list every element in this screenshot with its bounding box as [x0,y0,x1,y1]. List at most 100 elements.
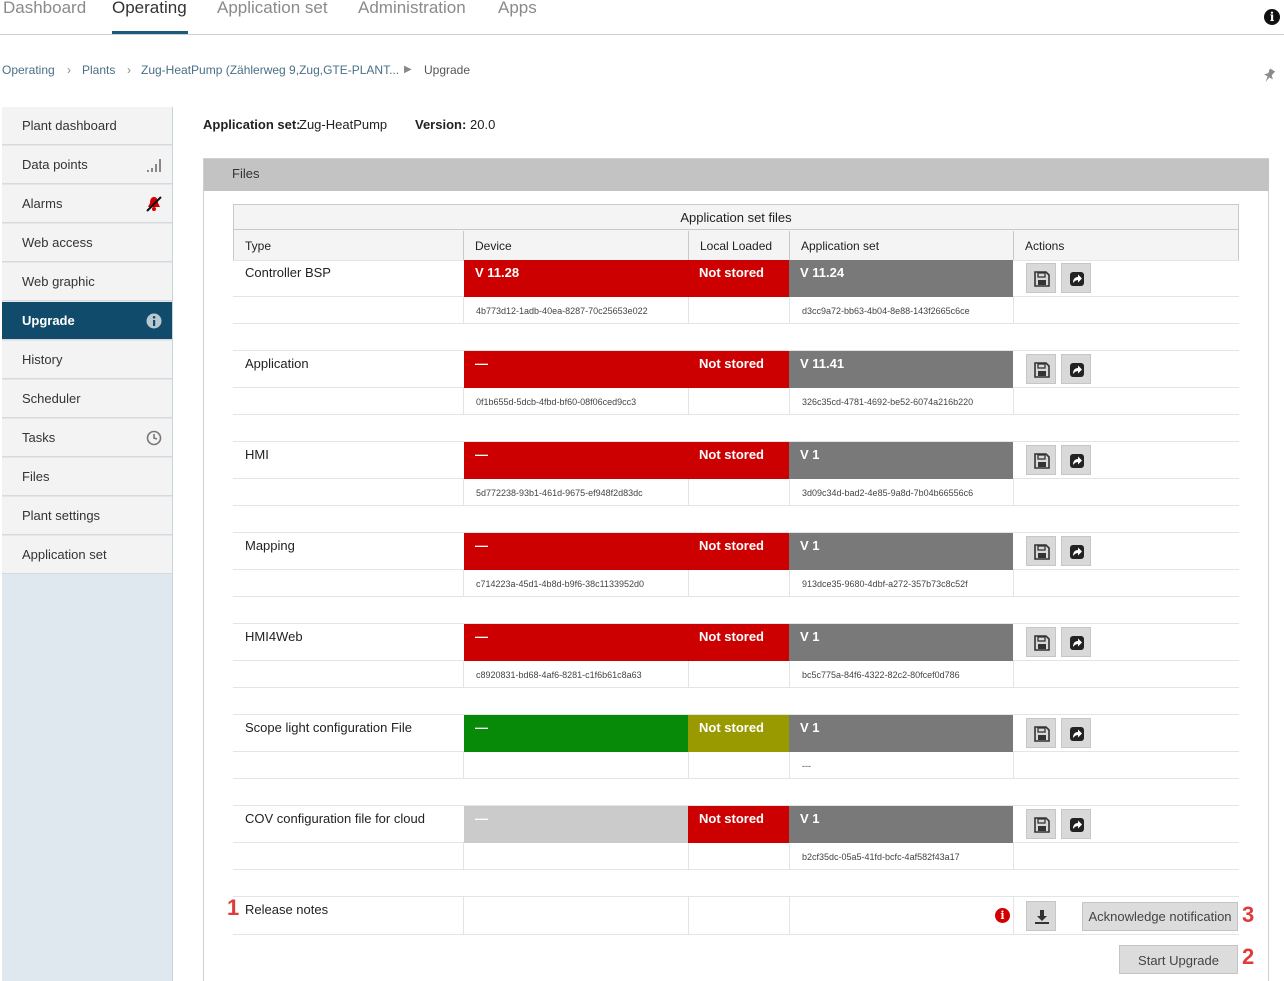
sidebar-item-files[interactable]: Files [2,458,172,496]
sidebar-item-label: Alarms [22,196,63,211]
save-file-button[interactable] [1026,718,1056,748]
device-file-id: c714223a-45d1-4b8d-b9f6-38c1133952d0 [476,579,644,589]
save-file-button[interactable] [1026,627,1056,657]
row-divider [233,414,1239,415]
sidebar-item-alarms[interactable]: Alarms [2,185,172,223]
column-divider [688,479,689,505]
sidebar-item-label: Web access [22,235,93,250]
column-divider [1013,752,1014,778]
breadcrumb-separator-icon: › [127,63,131,77]
column-divider [789,479,790,505]
row-divider [233,350,1239,351]
column-divider [688,752,689,778]
file-type-label: HMI4Web [245,629,303,644]
download-release-notes-button[interactable] [1026,901,1056,931]
sidebar-item-label: Files [22,469,50,484]
file-type-label: COV configuration file for cloud [245,811,425,826]
file-type-label: Mapping [245,538,295,553]
files-panel: Files [203,158,1269,981]
column-header-type: Type [234,231,464,261]
sidebar-item-plant-dashboard[interactable]: Plant dashboard [2,107,172,145]
sidebar-item-application-set[interactable]: Application set [2,536,172,574]
tab-application-set[interactable]: Application set [217,0,328,17]
info-icon [146,313,162,329]
transfer-file-button[interactable] [1061,718,1091,748]
save-icon [1034,544,1050,560]
application-set-files-table-header: Application set files Type Device Local … [233,204,1239,261]
start-upgrade-button[interactable]: Start Upgrade [1119,945,1238,974]
row-divider [233,805,1239,806]
file-type-label: HMI [245,447,269,462]
file-type-label: Controller BSP [245,265,331,280]
column-divider [1013,896,1014,934]
sidebar-item-upgrade[interactable]: Upgrade [2,302,172,340]
device-version-cell: — [464,442,688,479]
local-loaded-cell: Not stored [688,260,789,297]
sidebar-item-tasks[interactable]: Tasks [2,419,172,457]
transfer-file-button[interactable] [1061,354,1091,384]
device-version-cell: — [464,351,688,388]
transfer-file-button[interactable] [1061,809,1091,839]
breadcrumb-plants[interactable]: Plants [82,63,116,77]
transfer-file-button[interactable] [1061,536,1091,566]
info-icon[interactable]: i [1264,9,1280,25]
application-set-file-id: bc5c775a-84f6-4322-82c2-80fcef0d786 [802,670,960,680]
device-version-cell: — [464,806,688,843]
column-divider [1013,388,1014,414]
tab-operating[interactable]: Operating [112,0,187,17]
files-panel-header[interactable]: Files [204,159,1269,191]
breadcrumb-plant[interactable]: Zug-HeatPump (Zählerweg 9,Zug,GTE-PLANT.… [141,63,400,77]
save-icon [1034,453,1050,469]
device-file-id: 0f1b655d-5dcb-4fbd-bf60-08f06ced9cc3 [476,397,637,407]
application-set-file-id: d3cc9a72-bb63-4b04-8e88-143f2665c6ce [802,306,970,316]
top-navigation: Dashboard Operating Application set Admi… [0,0,1284,35]
device-file-id: c8920831-bd68-4af6-8281-c1f6b61c8a63 [476,670,642,680]
sidebar-item-web-graphic[interactable]: Web graphic [2,263,172,301]
application-set-version-cell: V 1 [789,806,1013,843]
tab-apps[interactable]: Apps [498,0,537,17]
column-header-device: Device [464,231,689,261]
acknowledge-notification-button[interactable]: Acknowledge notification [1082,902,1238,931]
sidebar-item-scheduler[interactable]: Scheduler [2,380,172,418]
column-divider [463,661,464,687]
row-divider [233,714,1239,715]
sidebar-item-history[interactable]: History [2,341,172,379]
application-set-file-id: 326c35cd-4781-4692-be52-6074a216b220 [802,397,974,407]
row-divider [233,323,1239,324]
save-file-button[interactable] [1026,536,1056,566]
tab-administration[interactable]: Administration [358,0,466,17]
save-file-button[interactable] [1026,809,1056,839]
application-set-file-id: 913dce35-9680-4dbf-a272-357b73c8c52f [802,579,968,589]
breadcrumb-arrow-icon: ▶ [404,64,412,75]
save-file-button[interactable] [1026,445,1056,475]
device-file-id: 4b773d12-1adb-40ea-8287-70c25653e022 [476,306,648,316]
breadcrumb-operating[interactable]: Operating [2,63,55,77]
download-icon [1035,910,1049,924]
save-file-button[interactable] [1026,354,1056,384]
row-divider [233,934,1239,935]
transfer-file-button[interactable] [1061,445,1091,475]
share-arrow-icon [1070,727,1084,741]
tab-dashboard[interactable]: Dashboard [3,0,87,17]
share-arrow-icon [1070,545,1084,559]
clock-icon [146,430,162,446]
signal-bars-icon [147,159,161,172]
save-icon [1034,635,1050,651]
application-set-version-cell: V 11.24 [789,260,1013,297]
application-set-file-id: --- [802,761,811,771]
release-notes-info-icon[interactable]: i [995,908,1010,923]
transfer-file-button[interactable] [1061,627,1091,657]
column-divider [1013,479,1014,505]
device-file-id: 5d772238-93b1-461d-9675-ef948f2d83dc [476,488,643,498]
version-label: Version: [415,117,467,132]
column-divider [688,661,689,687]
sidebar-item-plant-settings[interactable]: Plant settings [2,497,172,535]
pin-icon[interactable] [1262,68,1276,83]
sidebar-item-data-points[interactable]: Data points [2,146,172,184]
sidebar-item-web-access[interactable]: Web access [2,224,172,262]
transfer-file-button[interactable] [1061,263,1091,293]
column-divider [463,752,464,778]
file-type-label: Application [245,356,309,371]
sidebar-item-label: Scheduler [22,391,81,406]
save-file-button[interactable] [1026,263,1056,293]
